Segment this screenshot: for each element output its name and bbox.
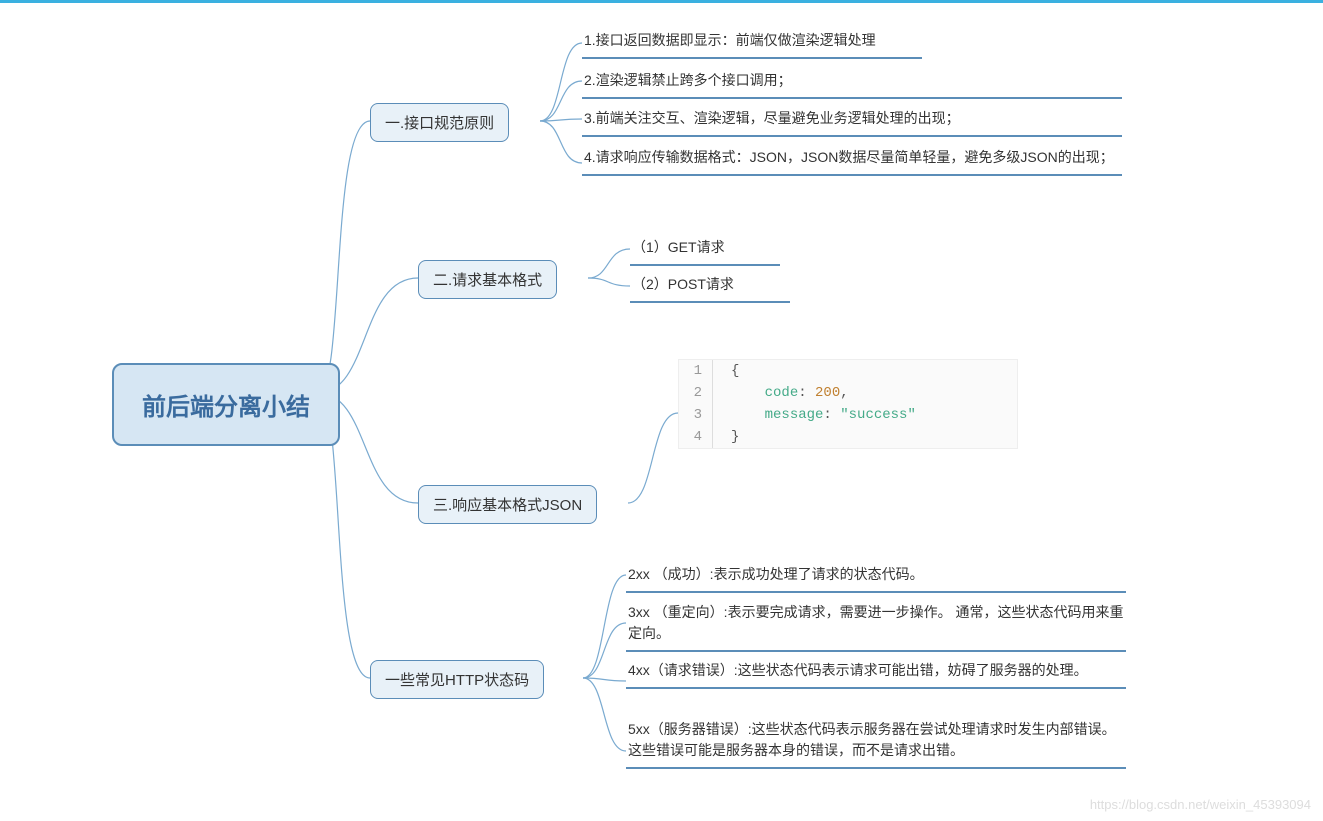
code-line-number: 1 <box>679 360 713 382</box>
code-line-text: message: "success" <box>713 404 916 426</box>
leaf-node: 3xx （重定向）:表示要完成请求，需要进一步操作。 通常，这些状态代码用来重定… <box>626 598 1126 652</box>
leaf-node: 3.前端关注交互、渲染逻辑，尽量避免业务逻辑处理的出现； <box>582 104 1122 137</box>
code-block: 1{2 code: 200,3 message: "success"4} <box>678 359 1018 449</box>
leaf-node: 1.接口返回数据即显示：前端仅做渲染逻辑处理 <box>582 26 922 59</box>
leaf-node: 5xx（服务器错误）:这些状态代码表示服务器在尝试处理请求时发生内部错误。 这些… <box>626 715 1126 769</box>
branch-node-b4[interactable]: 一些常见HTTP状态码 <box>370 660 544 699</box>
leaf-node: 2.渲染逻辑禁止跨多个接口调用； <box>582 66 1122 99</box>
branch-node-b1[interactable]: 一.接口规范原则 <box>370 103 509 142</box>
code-line-text: code: 200, <box>713 382 849 404</box>
code-line-text: { <box>713 360 739 382</box>
branch-node-b2[interactable]: 二.请求基本格式 <box>418 260 557 299</box>
code-line-text: } <box>713 426 739 448</box>
leaf-node: 4xx（请求错误）:这些状态代码表示请求可能出错，妨碍了服务器的处理。 <box>626 656 1126 689</box>
leaf-node: （1）GET请求 <box>630 233 780 266</box>
leaf-node: 2xx （成功）:表示成功处理了请求的状态代码。 <box>626 560 1126 593</box>
root-node[interactable]: 前后端分离小结 <box>112 363 340 446</box>
code-line-number: 2 <box>679 382 713 404</box>
code-line-number: 3 <box>679 404 713 426</box>
code-line-number: 4 <box>679 426 713 448</box>
watermark-text: https://blog.csdn.net/weixin_45393094 <box>1090 797 1311 812</box>
leaf-node: 4.请求响应传输数据格式：JSON，JSON数据尽量简单轻量，避免多级JSON的… <box>582 143 1122 176</box>
leaf-node: （2）POST请求 <box>630 270 790 303</box>
branch-node-b3[interactable]: 三.响应基本格式JSON <box>418 485 597 524</box>
